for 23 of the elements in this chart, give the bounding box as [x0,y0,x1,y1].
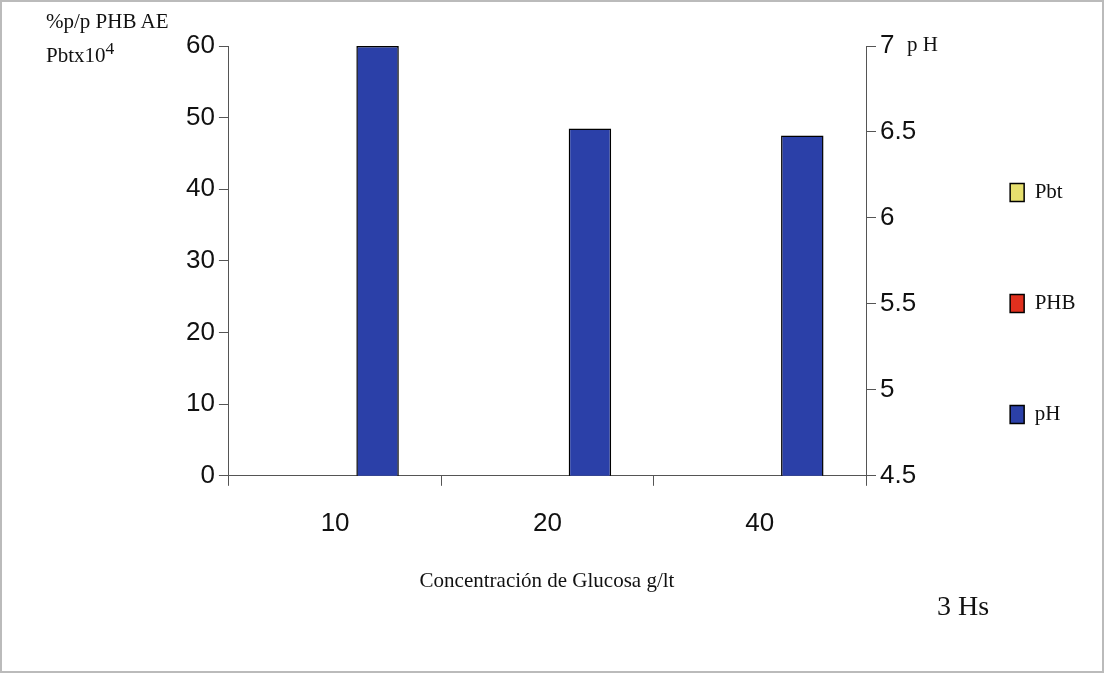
legend-label: pH [1034,401,1071,426]
y2-tick-label: 6.5 [880,115,917,146]
y-tick-label: 10 [186,387,215,418]
y-tick-label: 60 [186,29,215,60]
y-tick-label: 40 [186,172,215,203]
x-axis-title: Concentración de Glucosa g/lt [419,568,675,592]
y2-tick-label: 5 [880,373,895,404]
y-tick-label: 20 [186,315,215,346]
y2-tick-label: 5.5 [880,287,917,318]
y2-tick-label: 4.5 [880,458,917,489]
x-tick-label: 10 [320,506,350,537]
y-tick-label: 30 [186,244,215,275]
y-axis-title: %p/p PHB AE Pbtx10$^{4}$ [46,9,169,67]
x-tick-label: 20 [533,506,562,537]
y2-axis-title: p H [907,32,938,57]
y2-tick-label: 7 [880,29,895,60]
legend-label: Pbt [1034,179,1074,204]
legend-label: PHB [1034,290,1087,315]
y2-tick-label: 6 [880,201,895,232]
text: 3 Hs [937,590,990,622]
y-tick-label: 0 [200,458,215,489]
x-tick-label: 40 [745,506,775,537]
y-tick-label: 50 [186,100,215,131]
